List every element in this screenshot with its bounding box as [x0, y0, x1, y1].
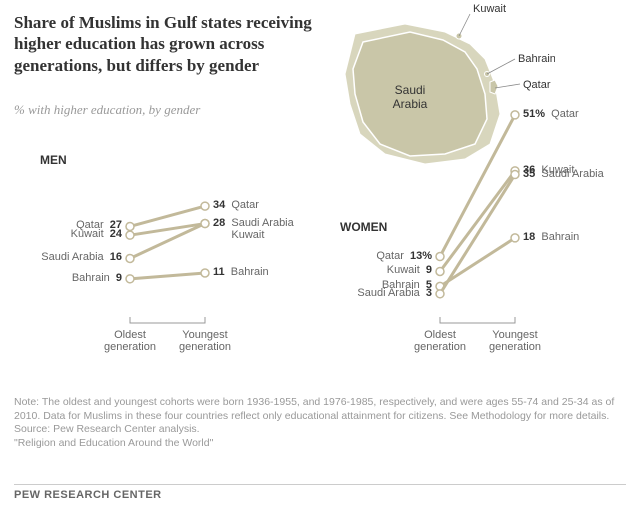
right-point-label: 11 Bahrain [213, 266, 269, 279]
slope-line [130, 206, 205, 226]
note-block: Note: The oldest and youngest cohorts we… [14, 396, 626, 451]
axis-bracket [130, 317, 205, 323]
subtitle-text: % with higher education, by gender [14, 102, 200, 117]
left-point-label: Qatar 13% [376, 250, 432, 262]
axis-oldest: Oldestgeneration [95, 329, 165, 353]
left-point-label: Bahrain 9 [72, 272, 122, 284]
slope-marker [436, 290, 444, 298]
left-point-label: Kuwait 9 [387, 264, 432, 276]
slope-line [130, 273, 205, 279]
slope-marker [511, 111, 519, 119]
left-point-label: Kuwait 24 [71, 228, 122, 240]
chart-subtitle: % with higher education, by gender [14, 102, 200, 118]
women-slope-chart: WOMEN Qatar 13%Kuwait 9Bahrain 5Saudi Ar… [340, 90, 640, 365]
slope-line [440, 238, 515, 286]
bahrain-leader [487, 59, 515, 74]
slope-marker [126, 275, 134, 283]
axis-youngest: Youngestgeneration [480, 329, 550, 353]
chart-title: Share of Muslims in Gulf states receivin… [14, 12, 314, 76]
slope-marker [436, 253, 444, 261]
slope-marker [201, 202, 209, 210]
left-point-label: Saudi Arabia 16 [41, 251, 122, 263]
slope-marker [511, 234, 519, 242]
title-text: Share of Muslims in Gulf states receivin… [14, 13, 312, 75]
men-slope-chart: MEN Qatar 27Kuwait 24Saudi Arabia 16Bahr… [20, 135, 320, 365]
slope-marker [201, 220, 209, 228]
right-point-label: 18 Bahrain [523, 231, 579, 244]
women-chart-svg [340, 90, 640, 365]
footer-brand: PEW RESEARCH CENTER [14, 489, 162, 501]
slope-marker [126, 222, 134, 230]
source-text: Source: Pew Research Center analysis. [14, 423, 626, 437]
qatar-leader [495, 84, 520, 88]
right-point-label: 51% Qatar [523, 108, 579, 121]
slope-marker [201, 269, 209, 277]
axis-youngest: Youngestgeneration [170, 329, 240, 353]
note-text: Note: The oldest and youngest cohorts we… [14, 396, 626, 423]
right-point-label: 34 Qatar [213, 199, 259, 212]
kuwait-leader [459, 14, 470, 36]
slope-marker [126, 254, 134, 262]
axis-bracket [440, 317, 515, 323]
right-point-label: 28 Saudi Arabia28 Kuwait [213, 217, 294, 242]
map-label-kuwait: Kuwait [473, 4, 506, 15]
slope-marker [126, 231, 134, 239]
footer-divider [14, 484, 626, 485]
axis-oldest: Oldestgeneration [405, 329, 475, 353]
slope-marker [436, 267, 444, 275]
left-point-label: Saudi Arabia 3 [357, 287, 432, 299]
slope-marker [511, 171, 519, 179]
map-label-bahrain: Bahrain [518, 53, 555, 65]
report-text: "Religion and Education Around the World… [14, 437, 626, 451]
right-point-label: 35 Saudi Arabia [523, 168, 604, 181]
